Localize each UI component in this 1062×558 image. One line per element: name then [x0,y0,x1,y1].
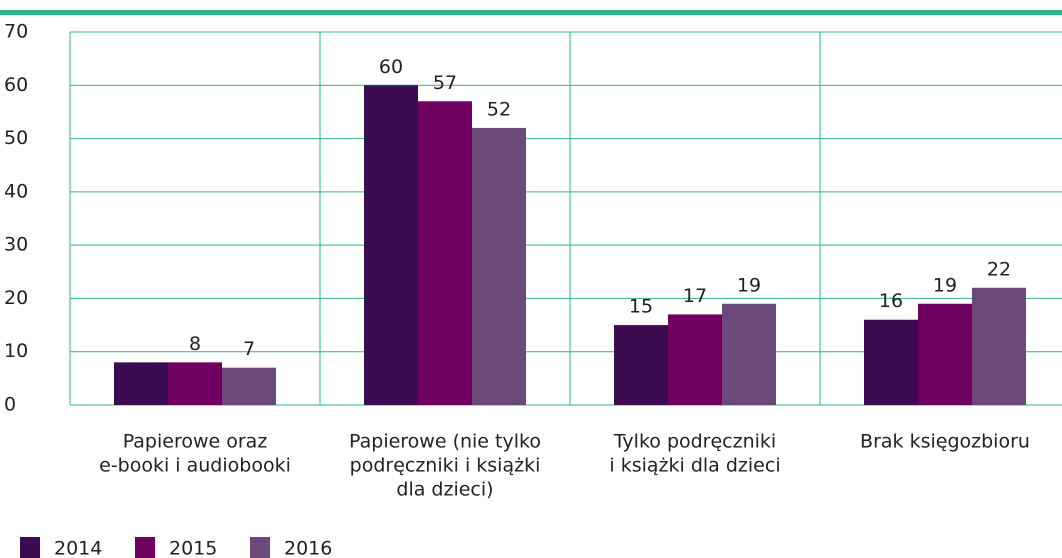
x-tick-label: Papierowe (nie tylko [349,431,541,453]
bar [472,127,526,406]
value-label: 16 [879,290,903,312]
value-label: 52 [487,98,511,120]
bar [364,85,418,406]
y-tick-label: 30 [4,234,28,256]
x-tick-label: Brak księgozbioru [860,431,1030,453]
legend-label: 2016 [284,538,332,558]
bar [614,325,668,405]
legend-swatch [20,537,40,558]
bar [972,287,1026,405]
bar [864,319,918,405]
bar [668,314,722,405]
bar [222,367,276,405]
value-label: 57 [433,72,457,94]
value-label: 19 [737,274,761,296]
bar [918,303,972,405]
legend-swatch [135,537,155,558]
y-tick-label: 20 [4,287,28,309]
value-label: 17 [683,285,707,307]
y-tick-label: 10 [4,340,28,362]
x-tick-label: podręczniki i książki [350,455,541,477]
x-tick-label: i książki dla dzieci [609,455,780,477]
value-label: 19 [933,274,957,296]
value-label: 7 [243,338,255,360]
x-tick-label: Papierowe oraz [123,431,268,453]
legend-label: 2015 [169,538,217,558]
y-tick-label: 70 [4,21,28,43]
top-rule [0,10,1062,15]
y-tick-label: 50 [4,127,28,149]
bar [114,362,168,405]
x-tick-label: Tylko podręczniki [613,431,776,453]
legend-swatch [250,537,270,558]
y-tick-label: 40 [4,180,28,202]
bar [722,303,776,405]
value-label: 60 [379,56,403,78]
bar [418,101,472,406]
legend-label: 2014 [54,538,102,558]
bar [168,362,222,405]
x-tick-label: dla dzieci) [396,479,493,501]
x-tick-label: e-booki i audiobooki [99,455,291,477]
y-tick-label: 60 [4,74,28,96]
value-label: 22 [987,258,1011,280]
y-tick-label: 0 [4,394,16,416]
value-label: 15 [629,296,653,318]
value-label: 8 [189,333,201,355]
